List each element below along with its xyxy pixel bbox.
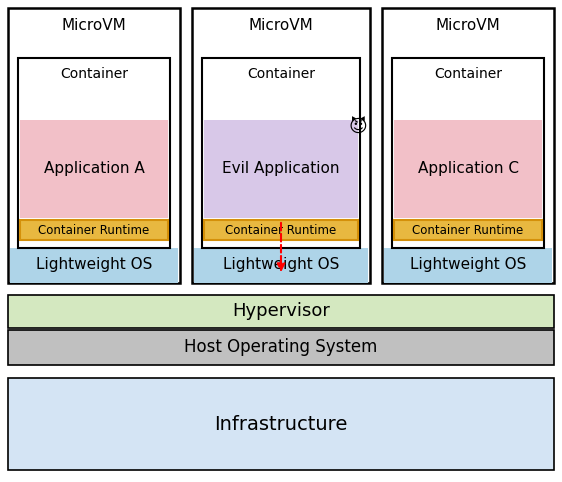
Text: Application A: Application A xyxy=(44,161,144,176)
Bar xyxy=(202,58,360,248)
Bar xyxy=(394,120,542,218)
Text: Container: Container xyxy=(247,67,315,81)
Text: Container Runtime: Container Runtime xyxy=(38,224,149,237)
Bar xyxy=(192,8,370,283)
Bar xyxy=(382,8,554,283)
Bar xyxy=(194,248,368,283)
Bar xyxy=(204,220,358,240)
Text: Container Runtime: Container Runtime xyxy=(413,224,524,237)
Text: Container: Container xyxy=(434,67,502,81)
Bar xyxy=(392,58,544,248)
Bar xyxy=(394,220,542,240)
Bar xyxy=(8,8,180,283)
Bar xyxy=(20,120,168,218)
Bar xyxy=(8,378,554,470)
Text: Evil Application: Evil Application xyxy=(222,161,340,176)
Text: Lightweight OS: Lightweight OS xyxy=(410,257,526,272)
Text: MicroVM: MicroVM xyxy=(248,18,314,34)
Text: Container Runtime: Container Runtime xyxy=(225,224,337,237)
Bar xyxy=(204,120,358,218)
Text: MicroVM: MicroVM xyxy=(436,18,500,34)
Bar xyxy=(384,248,552,283)
Text: Hypervisor: Hypervisor xyxy=(232,302,330,320)
Text: 😈: 😈 xyxy=(348,119,368,137)
Text: Infrastructure: Infrastructure xyxy=(214,415,348,433)
Text: Lightweight OS: Lightweight OS xyxy=(36,257,152,272)
Text: Lightweight OS: Lightweight OS xyxy=(223,257,339,272)
Bar xyxy=(8,330,554,365)
Bar xyxy=(20,220,168,240)
Bar xyxy=(10,248,178,283)
Text: Application C: Application C xyxy=(418,161,519,176)
Bar xyxy=(8,295,554,328)
Text: Host Operating System: Host Operating System xyxy=(184,338,378,356)
Bar xyxy=(18,58,170,248)
Text: Container: Container xyxy=(60,67,128,81)
Text: MicroVM: MicroVM xyxy=(62,18,126,34)
